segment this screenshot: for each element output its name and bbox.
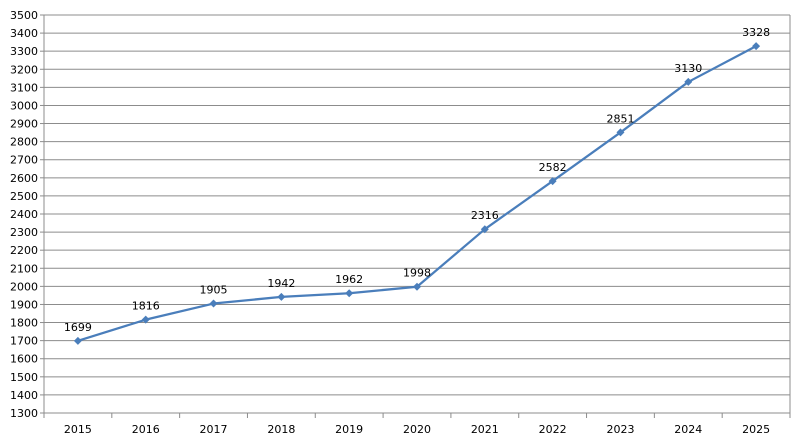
- data-point-marker: [752, 42, 761, 51]
- data-point-marker: [684, 77, 693, 86]
- x-tick-label: 2015: [64, 423, 92, 436]
- data-label: 1998: [403, 267, 431, 280]
- y-tick-label: 2100: [10, 262, 38, 275]
- data-point-marker: [548, 177, 557, 186]
- data-label: 1905: [200, 284, 228, 297]
- y-tick-label: 1900: [10, 298, 38, 311]
- data-labels: 1699 1816 1905 1942 1962 1998 2316 2582 2851 3130…: [64, 26, 770, 334]
- y-tick-label: 2400: [10, 208, 38, 221]
- data-label: 3130: [674, 62, 702, 75]
- data-label: 3328: [742, 26, 770, 39]
- y-tick-label: 2900: [10, 118, 38, 131]
- y-tick-label: 3200: [10, 63, 38, 76]
- y-tick-label: 2200: [10, 244, 38, 257]
- data-point-marker: [73, 336, 82, 345]
- x-tick-label: 2022: [539, 423, 567, 436]
- y-tick-label: 1800: [10, 317, 38, 330]
- axes: [40, 14, 791, 418]
- data-point-marker: [345, 289, 354, 298]
- data-point-marker: [277, 292, 286, 301]
- x-tick-label: 2017: [200, 423, 228, 436]
- y-tick-label: 2300: [10, 226, 38, 239]
- series-line: [77, 45, 757, 342]
- y-tick-label: 3400: [10, 27, 38, 40]
- y-tick-label: 3100: [10, 81, 38, 94]
- data-label: 2851: [606, 112, 634, 125]
- data-point-marker: [141, 315, 150, 324]
- y-tick-label: 1700: [10, 335, 38, 348]
- x-tick-label: 2023: [606, 423, 634, 436]
- y-tick-label: 1300: [10, 407, 38, 420]
- data-label: 1816: [132, 300, 160, 313]
- y-tick-label: 2500: [10, 190, 38, 203]
- y-tick-label: 1600: [10, 353, 38, 366]
- y-tick-labels: 1300 1400 1500 1600 1700 1800 1900 2000 2100 2200…: [10, 9, 38, 420]
- data-point-marker: [480, 225, 489, 234]
- y-tick-label: 2000: [10, 280, 38, 293]
- y-tick-label: 2600: [10, 172, 38, 185]
- data-point-marker: [616, 128, 625, 137]
- x-tick-label: 2018: [267, 423, 295, 436]
- x-tick-labels: 2015 2016 2017 2018 2019 2020 2021 2022 2023 2024…: [64, 423, 770, 436]
- data-label: 2582: [539, 161, 567, 174]
- y-tick-label: 1400: [10, 389, 38, 402]
- data-label: 2316: [471, 209, 499, 222]
- x-tick-label: 2024: [674, 423, 702, 436]
- y-tick-label: 1500: [10, 371, 38, 384]
- y-tick-label: 3300: [10, 45, 38, 58]
- data-label: 1942: [267, 277, 295, 290]
- y-tick-label: 3500: [10, 9, 38, 22]
- x-tick-label: 2020: [403, 423, 431, 436]
- x-tick-label: 2019: [335, 423, 363, 436]
- data-label: 1699: [64, 321, 92, 334]
- y-tick-label: 2700: [10, 154, 38, 167]
- x-tick-label: 2025: [742, 423, 770, 436]
- data-label: 1962: [335, 273, 363, 286]
- series: [73, 42, 761, 345]
- data-point-marker: [209, 299, 218, 308]
- y-tick-label: 3000: [10, 99, 38, 112]
- x-tick-label: 2021: [471, 423, 499, 436]
- data-point-marker: [413, 282, 421, 291]
- x-tick-label: 2016: [132, 423, 160, 436]
- gridlines: [44, 14, 790, 396]
- y-tick-label: 2800: [10, 136, 38, 149]
